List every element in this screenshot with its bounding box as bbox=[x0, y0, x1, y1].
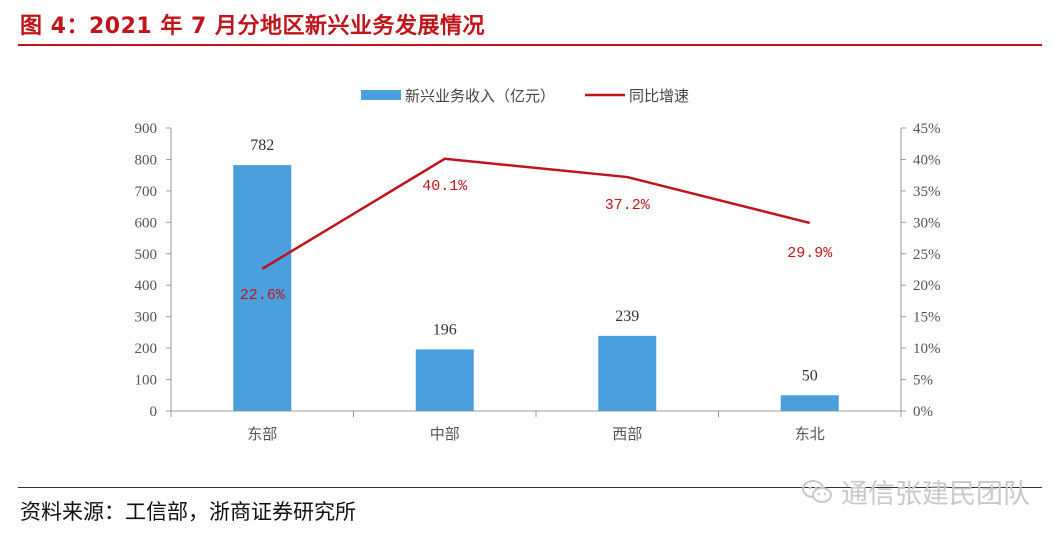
figure-title: 图 4：2021 年 7 月分地区新兴业务发展情况 bbox=[20, 14, 485, 39]
y-left-tick-label: 200 bbox=[135, 341, 158, 357]
y-left-tick-label: 900 bbox=[135, 121, 158, 137]
y-left-tick-label: 500 bbox=[135, 247, 158, 263]
x-tick-label: 中部 bbox=[430, 425, 460, 443]
y-right-tick-label: 5% bbox=[913, 373, 933, 389]
y-left-tick-label: 0 bbox=[150, 404, 158, 420]
y-right-tick-label: 40% bbox=[913, 152, 941, 168]
y-left-tick-label: 700 bbox=[135, 184, 158, 200]
line-data-label: 29.9% bbox=[787, 245, 833, 262]
y-left-tick-label: 800 bbox=[135, 152, 158, 168]
line-data-label: 22.6% bbox=[240, 287, 286, 304]
y-left-tick-label: 300 bbox=[135, 310, 158, 326]
wechat-icon bbox=[802, 479, 832, 503]
y-right-tick-label: 25% bbox=[913, 247, 941, 263]
bar-data-label: 196 bbox=[433, 321, 457, 338]
x-tick-label: 东部 bbox=[247, 425, 277, 443]
source-note: 资料来源：工信部，浙商证券研究所 bbox=[20, 500, 356, 524]
line-data-label: 37.2% bbox=[605, 197, 651, 214]
legend: 新兴业务收入（亿元） 同比增速 bbox=[361, 87, 689, 105]
axes: 0 100 200 300 400 500 600 700 800 900 0% 5% 10% 15% 20… bbox=[135, 121, 941, 443]
y-right-tick-label: 20% bbox=[913, 278, 941, 294]
y-right-tick-label: 10% bbox=[913, 341, 941, 357]
bar-data-label: 50 bbox=[802, 367, 818, 384]
x-tick-label: 东北 bbox=[795, 425, 825, 443]
y-left-tick-label: 100 bbox=[135, 373, 158, 389]
source-rule bbox=[18, 487, 1042, 488]
bar bbox=[780, 395, 839, 411]
bar bbox=[415, 349, 474, 411]
legend-bar-swatch bbox=[361, 90, 401, 100]
title-rule bbox=[18, 44, 1042, 46]
y-left-tick-label: 600 bbox=[135, 215, 158, 231]
y-right-tick-label: 35% bbox=[913, 184, 941, 200]
y-right-tick-label: 0% bbox=[913, 404, 933, 420]
legend-line-label: 同比增速 bbox=[629, 87, 689, 105]
y-right-tick-label: 15% bbox=[913, 310, 941, 326]
y-right-tick-label: 30% bbox=[913, 215, 941, 231]
y-left-tick-label: 400 bbox=[135, 278, 158, 294]
bar bbox=[233, 165, 292, 411]
growth-line-path bbox=[261, 157, 811, 270]
growth-line: 22.6% 40.1% 37.2% 29.9% bbox=[240, 157, 833, 304]
line-data-label: 40.1% bbox=[422, 178, 468, 195]
watermark: 通信张建民团队 bbox=[801, 472, 1030, 511]
watermark-text: 通信张建民团队 bbox=[841, 479, 1030, 510]
bars: 782 196 239 50 bbox=[233, 137, 839, 411]
bar-data-label: 239 bbox=[615, 308, 639, 325]
y-right-tick-label: 45% bbox=[913, 121, 941, 137]
bar-data-label: 782 bbox=[250, 137, 274, 154]
legend-bar-label: 新兴业务收入（亿元） bbox=[405, 87, 555, 105]
bar bbox=[598, 335, 657, 411]
x-tick-label: 西部 bbox=[612, 425, 642, 443]
